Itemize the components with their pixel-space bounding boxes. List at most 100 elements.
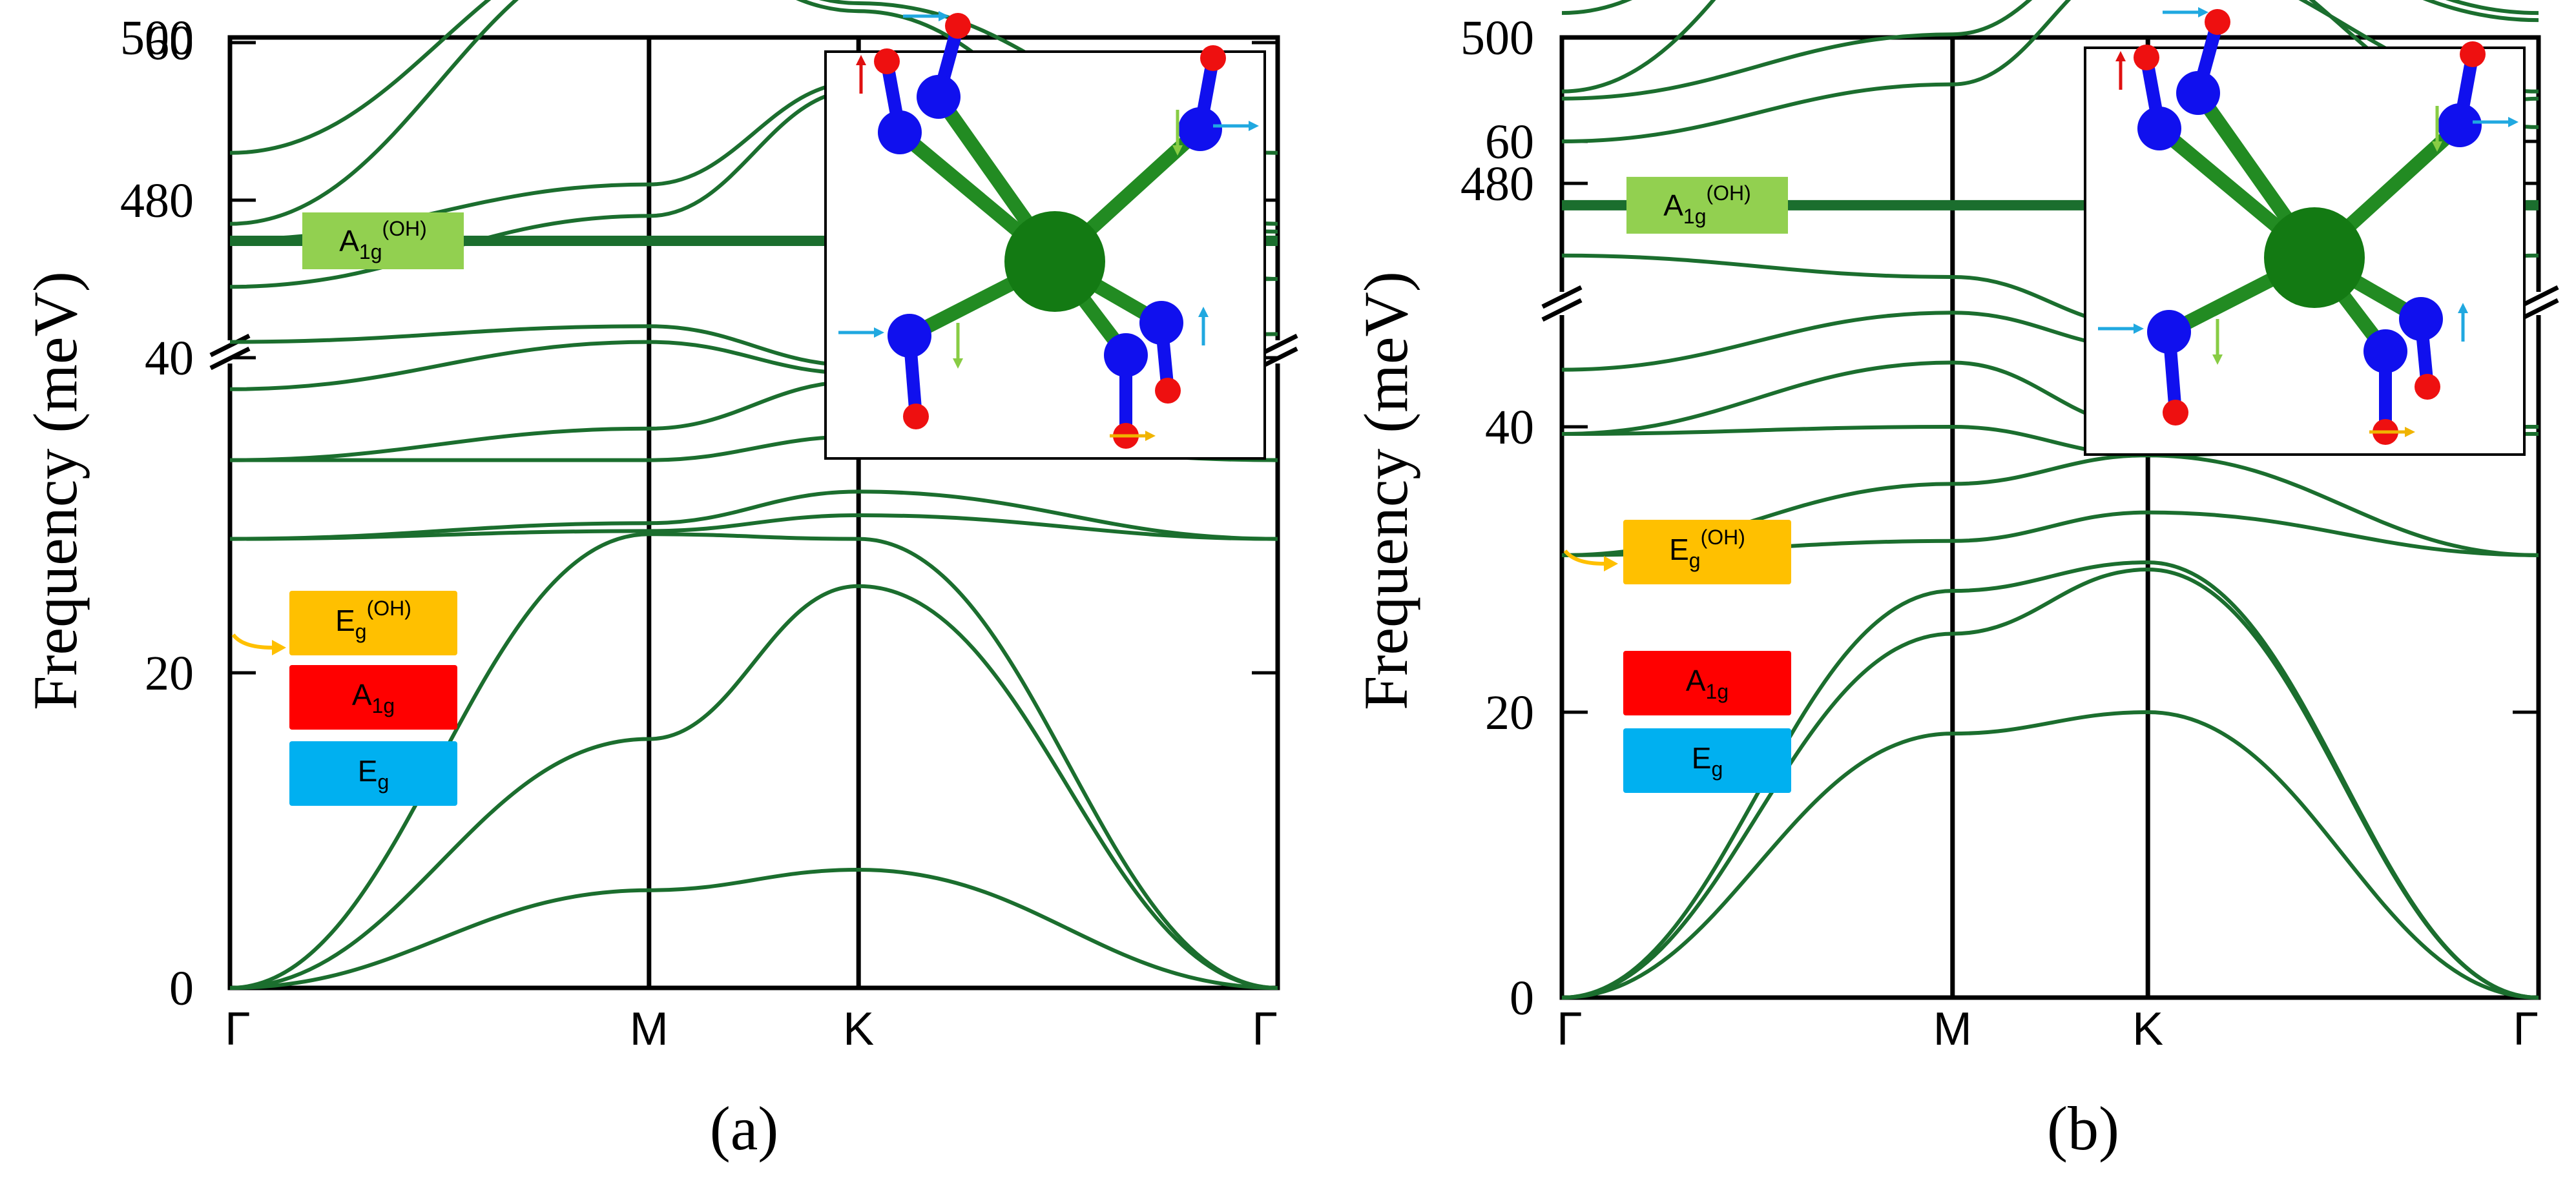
y-tick-label: 500 [1460, 11, 1534, 65]
eg-oh-pointer-arrow [1563, 549, 1605, 566]
oxygen-atom [1139, 301, 1183, 345]
molecule-inset [2084, 7, 2526, 456]
oxygen-atom [2438, 103, 2482, 147]
displacement-arrowhead [2134, 323, 2144, 334]
displacement-arrowhead [2432, 141, 2442, 152]
hydrogen-atom [2460, 41, 2486, 67]
panel-b: 020406080480500ΓMKΓA1g(OH)Eg(OH)A1gEgFre… [1351, 0, 2559, 1163]
y-tick-label: 480 [1460, 157, 1534, 211]
hydrogen-atom [874, 48, 900, 74]
oxygen-atom [2137, 107, 2181, 150]
eg-oh-pointer-arrow [231, 633, 273, 650]
displacement-arrowhead [2458, 303, 2468, 313]
displacement-arrowhead [1249, 121, 1259, 131]
mode-tag-a1g [289, 665, 457, 730]
a1g-oh-label-box [302, 212, 464, 269]
hydrogen-atom [2134, 45, 2159, 70]
y-tick-label: 40 [145, 331, 194, 385]
x-tick-label: Γ [2513, 1003, 2539, 1055]
hydrogen-atom [2205, 9, 2230, 35]
panel-label: (b) [2047, 1094, 2119, 1163]
displacement-arrowhead [2198, 7, 2208, 17]
mode-tag-eg [289, 741, 457, 806]
displacement-arrowhead [856, 55, 866, 65]
y-axis-label: Frequency (meV) [21, 271, 90, 710]
displacement-arrowhead [2508, 117, 2519, 127]
displacement-arrowhead [2212, 354, 2223, 365]
oxygen-atom [2399, 297, 2443, 341]
eg-oh-pointer-arrowhead [272, 640, 286, 655]
y-tick-label: 60 [145, 16, 194, 70]
panel-a: 020406080480500ΓMKΓA1g(OH)Eg(OH)A1gEgFre… [21, 0, 1298, 1163]
displacement-arrowhead [2405, 427, 2415, 437]
displacement-arrowhead [874, 327, 884, 338]
a1g-oh-label-box [1626, 176, 1788, 234]
x-tick-label: K [2132, 1003, 2163, 1055]
mode-tag-label-eg_oh: Eg(OH) [335, 597, 411, 643]
hydrogen-atom [2163, 400, 2188, 426]
eg-oh-pointer-arrowhead [1604, 556, 1618, 571]
axis-break-mark [1541, 298, 1583, 322]
plot-frame [1559, 35, 2541, 1000]
dispersion-band-acoustic-3 [229, 532, 1278, 990]
metal-atom [2264, 207, 2365, 308]
mode-tag-label-a1g: A1g [352, 678, 395, 717]
mode-tag-label-eg_oh: Eg(OH) [1669, 526, 1745, 572]
y-tick-label: 60 [1485, 115, 1534, 169]
oxygen-atom [2363, 329, 2407, 373]
mode-tag-a1g [1623, 651, 1791, 715]
hydrogen-atom [903, 404, 929, 429]
y-tick-label: 40 [1485, 400, 1534, 455]
dispersion-band-band-4 [229, 513, 1278, 541]
dispersion-band-acoustic-1 [229, 867, 1278, 990]
y-tick-label: 480 [120, 174, 194, 228]
axis-break-mark [209, 333, 251, 358]
oxygen-atom [1104, 333, 1148, 377]
mode-tag-eg [1623, 728, 1791, 793]
molecule-inset [824, 11, 1266, 460]
oxygen-atom [888, 314, 931, 358]
hydrogen-atom [1200, 45, 1226, 71]
y-tick-label: 500 [120, 11, 194, 65]
mode-tag-eg_oh [1623, 520, 1791, 584]
dispersion-band-band-5 [229, 489, 1278, 541]
oxygen-atom [878, 110, 922, 154]
y-tick-label: 0 [1510, 971, 1534, 1025]
displacement-arrowhead [2115, 51, 2126, 61]
dispersion-band-band-10 [1561, 0, 2539, 143]
oxygen-atom [2147, 310, 2191, 354]
dispersion-band-acoustic-2 [229, 584, 1278, 990]
plot-frame [227, 35, 1280, 990]
metal-atom [1004, 211, 1105, 312]
y-tick-label: 20 [1485, 686, 1534, 740]
x-tick-label: Γ [225, 1003, 251, 1055]
mode-tag-eg_oh [289, 591, 457, 655]
mode-tag-label-eg: Eg [358, 754, 389, 794]
displacement-arrowhead [939, 11, 949, 21]
x-tick-label: Γ [1252, 1003, 1278, 1055]
mode-tag-label-eg: Eg [1692, 741, 1723, 781]
oxygen-atom [2176, 71, 2220, 115]
displacement-arrowhead [953, 358, 963, 369]
y-tick-label: 20 [145, 646, 194, 701]
hydrogen-atom [945, 13, 971, 39]
x-tick-label: M [1933, 1003, 1972, 1055]
a1g-oh-label: A1g(OH) [1663, 181, 1751, 228]
panel-label: (a) [710, 1094, 779, 1163]
dispersion-band-band-11 [1561, 0, 2539, 129]
x-tick-label: K [843, 1003, 874, 1055]
a1g-oh-label: A1g(OH) [339, 217, 427, 263]
dispersion-band-acoustic-3 [1561, 560, 2539, 1000]
displacement-arrowhead [1198, 307, 1209, 317]
hydrogen-atom [2415, 374, 2440, 400]
axis-break-mark [1541, 285, 1583, 309]
oxygen-atom [917, 75, 961, 119]
x-tick-label: Γ [1557, 1003, 1583, 1055]
x-tick-label: M [630, 1003, 669, 1055]
hydrogen-atom [1155, 378, 1181, 404]
y-axis-label: Frequency (meV) [1351, 271, 1420, 710]
y-tick-label: 0 [169, 961, 194, 1016]
displacement-arrowhead [1172, 145, 1183, 156]
dispersion-band-acoustic-1 [1561, 710, 2539, 1000]
